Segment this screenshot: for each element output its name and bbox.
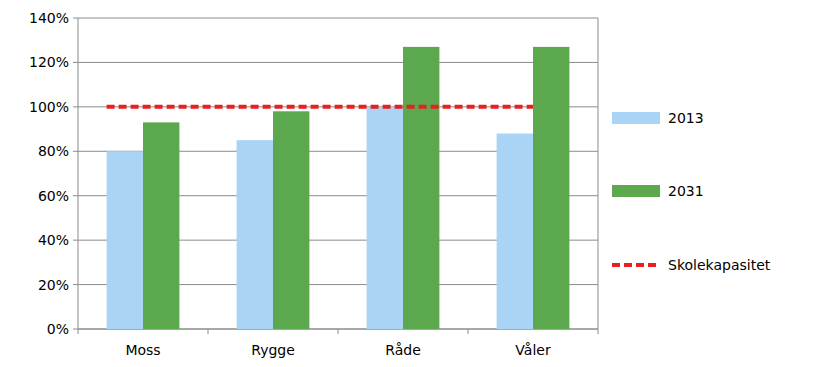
bar [143, 122, 179, 329]
legend-swatch [612, 112, 660, 124]
y-tick [73, 240, 78, 241]
y-tick [73, 106, 78, 107]
grid-line [78, 62, 598, 63]
bar [403, 47, 439, 329]
marks [107, 47, 570, 329]
bar [533, 47, 569, 329]
y-tick-label: 60% [38, 188, 69, 204]
y-tick [73, 151, 78, 152]
x-tick-label: Rygge [251, 342, 295, 358]
x-tick-label: Våler [515, 342, 551, 358]
y-tick-label: 140% [29, 10, 69, 26]
x-tick [468, 329, 469, 334]
y-tick-label: 0% [47, 321, 69, 337]
x-tick [598, 329, 599, 334]
x-tick [208, 329, 209, 334]
x-tick-label: Moss [125, 342, 160, 358]
y-tick-label: 100% [29, 99, 69, 115]
y-tick-label: 20% [38, 277, 69, 293]
bar [107, 151, 143, 329]
legend-label: 2031 [668, 183, 704, 199]
y-tick [73, 62, 78, 63]
x-tick [338, 329, 339, 334]
y-tick [73, 18, 78, 19]
bar [273, 111, 309, 329]
y-tick [73, 329, 78, 330]
bar [237, 140, 273, 329]
x-tick-label: Råde [385, 342, 421, 358]
y-tick-label: 80% [38, 143, 69, 159]
y-tick-label: 120% [29, 54, 69, 70]
plot-frame [598, 18, 599, 329]
y-tick [73, 195, 78, 196]
bar [367, 107, 403, 329]
y-tick [73, 284, 78, 285]
y-axis [78, 18, 79, 329]
y-tick-label: 40% [38, 232, 69, 248]
bar [497, 134, 533, 329]
line [107, 105, 533, 109]
legend-label: 2013 [668, 110, 704, 126]
grid-line [78, 106, 598, 107]
x-tick [78, 329, 79, 334]
legend-swatch [612, 185, 660, 197]
grid-line [78, 18, 598, 19]
legend-label: Skolekapasitet [668, 257, 771, 273]
legend-swatch [612, 263, 660, 267]
chart: 0% 20% 40% 60% 80% 100% 120% 140% Moss Rygge Råde V… [0, 0, 821, 367]
